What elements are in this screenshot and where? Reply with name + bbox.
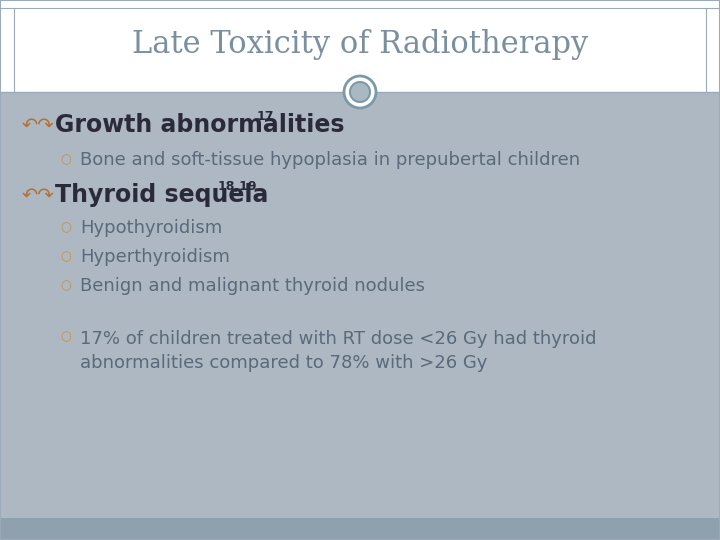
- Text: 17: 17: [257, 111, 274, 124]
- Text: Hyperthyroidism: Hyperthyroidism: [80, 248, 230, 266]
- Text: ○: ○: [60, 251, 71, 264]
- Text: ↶↷: ↶↷: [22, 116, 55, 134]
- Text: 17% of children treated with RT dose <26 Gy had thyroid
abnormalities compared t: 17% of children treated with RT dose <26…: [80, 330, 596, 372]
- Text: 18,19: 18,19: [218, 180, 258, 193]
- Text: Hypothyroidism: Hypothyroidism: [80, 219, 222, 237]
- Text: ○: ○: [60, 221, 71, 234]
- Text: ○: ○: [60, 330, 71, 343]
- Bar: [0, 518, 720, 540]
- Circle shape: [350, 82, 370, 102]
- Text: ○: ○: [60, 280, 71, 293]
- Bar: [0, 92, 720, 518]
- Text: Growth abnormalities: Growth abnormalities: [55, 113, 344, 137]
- Text: Thyroid sequela: Thyroid sequela: [55, 183, 269, 207]
- Text: Bone and soft-tissue hypoplasia in prepubertal children: Bone and soft-tissue hypoplasia in prepu…: [80, 151, 580, 169]
- Text: ↶↷: ↶↷: [22, 186, 55, 205]
- Text: ○: ○: [60, 153, 71, 166]
- Text: Benign and malignant thyroid nodules: Benign and malignant thyroid nodules: [80, 277, 425, 295]
- Text: Late Toxicity of Radiotherapy: Late Toxicity of Radiotherapy: [132, 30, 588, 60]
- Bar: [0, 0, 720, 92]
- Circle shape: [344, 76, 376, 108]
